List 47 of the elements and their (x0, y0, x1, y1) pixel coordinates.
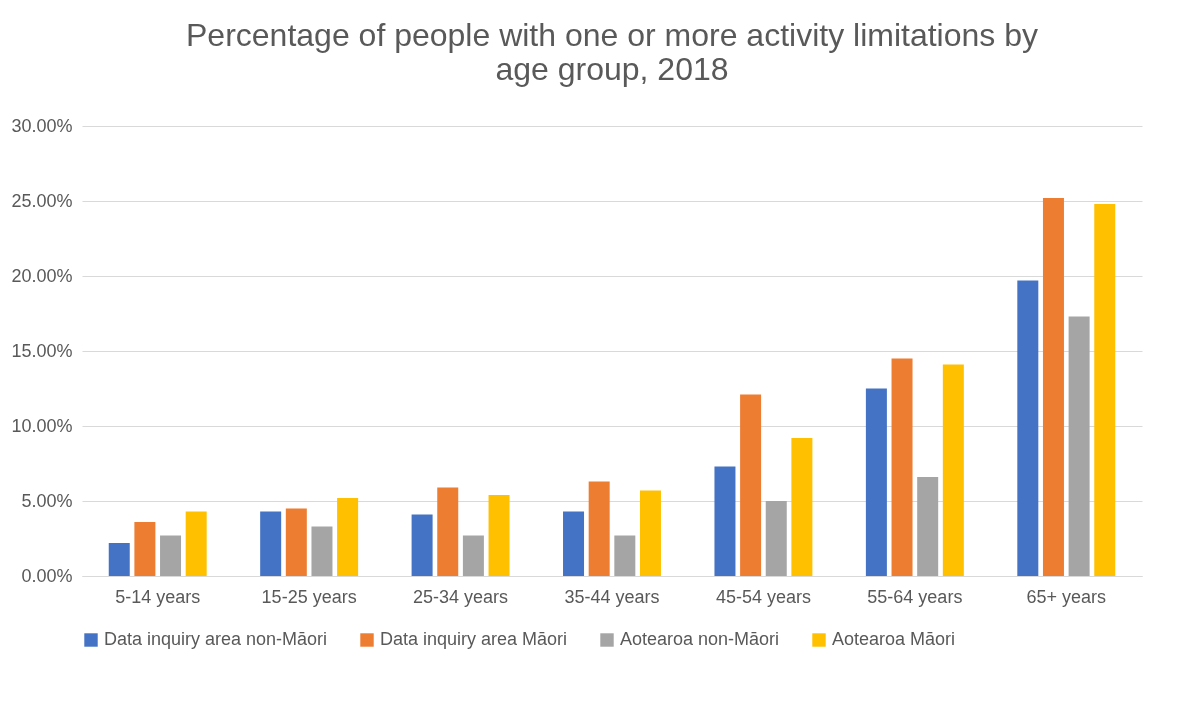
bar (411, 514, 433, 576)
x-tick-label: 55-64 years (867, 586, 963, 607)
bar (134, 522, 156, 576)
bar (160, 535, 182, 576)
bar (917, 477, 939, 576)
y-tick-label: 20.00% (11, 265, 73, 286)
y-tick-label: 25.00% (11, 190, 73, 211)
bar (765, 501, 787, 576)
bar (942, 364, 964, 576)
legend-label: Data inquiry area non-Māori (104, 629, 328, 649)
bar (714, 466, 736, 576)
bar (563, 511, 585, 576)
bar (285, 508, 307, 576)
bar (740, 394, 762, 576)
y-tick-label: 5.00% (21, 490, 73, 511)
bar (311, 526, 333, 576)
bar (614, 535, 636, 576)
bar (488, 495, 510, 576)
bar (260, 511, 282, 576)
bar (185, 511, 207, 576)
legend-label: Aotearoa non-Māori (620, 629, 780, 649)
bar (639, 490, 661, 576)
bar (1094, 204, 1116, 576)
bar (337, 498, 359, 576)
y-tick-label: 15.00% (11, 340, 73, 361)
x-tick-label: 45-54 years (715, 586, 811, 607)
bar (462, 535, 484, 576)
bar (791, 438, 813, 576)
chart-title: Percentage of people with one or more activity limitations by age group, 2018 (186, 17, 1038, 87)
bar (1068, 316, 1090, 576)
y-tick-label: 0.00% (21, 565, 73, 586)
legend-label: Aotearoa Māori (832, 629, 956, 649)
bar (891, 358, 913, 576)
y-tick-label: 10.00% (11, 415, 73, 436)
bar (1017, 280, 1039, 576)
x-tick-label: 35-44 years (564, 586, 660, 607)
y-tick-label: 30.00% (11, 115, 73, 136)
legend-label: Data inquiry area Māori (380, 629, 568, 649)
bar (1042, 198, 1064, 576)
bar (588, 481, 610, 576)
bar (108, 543, 130, 576)
bar (865, 388, 887, 576)
x-tick-label: 15-25 years (261, 586, 357, 607)
bar (437, 487, 459, 576)
x-tick-label: 65+ years (1026, 586, 1107, 607)
x-tick-label: 25-34 years (413, 586, 509, 607)
x-tick-label: 5-14 years (115, 586, 201, 607)
